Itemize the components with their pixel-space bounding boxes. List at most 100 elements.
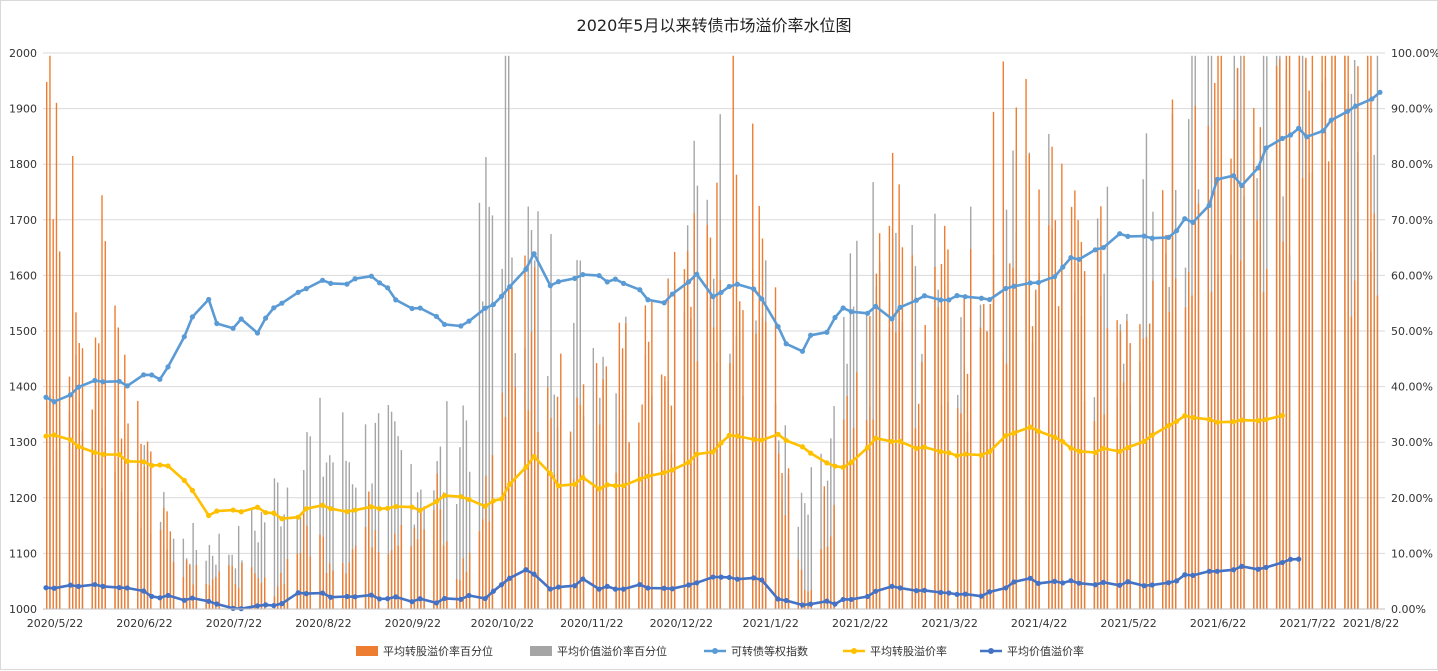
data-point <box>295 514 301 520</box>
bar <box>1301 177 1304 609</box>
data-point <box>116 378 122 384</box>
bar <box>52 219 54 609</box>
bar <box>1083 271 1086 609</box>
bar <box>1357 66 1359 609</box>
bar <box>140 443 142 609</box>
data-point <box>1125 444 1131 451</box>
bar <box>1275 66 1278 609</box>
data-point <box>51 432 57 438</box>
data-point <box>214 320 220 327</box>
bar <box>1243 55 1245 609</box>
bar <box>120 438 123 609</box>
data-point <box>165 364 171 370</box>
bar <box>1139 324 1141 609</box>
y-left-tick-label: 1000 <box>9 603 37 616</box>
bar <box>329 455 331 609</box>
x-tick-label: 2020/8/22 <box>295 617 351 630</box>
data-point <box>645 473 651 479</box>
bar <box>934 266 936 609</box>
bar <box>172 562 175 609</box>
data-point <box>1125 233 1131 239</box>
data-point <box>1239 563 1245 569</box>
data-point <box>694 451 700 457</box>
bar <box>250 509 253 609</box>
data-point <box>1092 247 1098 253</box>
bar <box>1168 311 1170 609</box>
x-tick-label: 2020/7/22 <box>206 617 262 630</box>
bar <box>78 343 80 609</box>
bar <box>91 409 93 609</box>
bar <box>1350 316 1353 609</box>
data-point <box>1011 579 1017 585</box>
data-point <box>393 297 399 303</box>
bar <box>394 421 396 609</box>
x-tick-label: 2020/11/22 <box>560 617 623 630</box>
bar <box>810 589 813 609</box>
data-point <box>189 487 196 493</box>
bar <box>940 263 943 609</box>
bar <box>911 255 913 609</box>
data-point <box>368 592 374 598</box>
data-point <box>393 594 399 600</box>
bar <box>319 397 321 609</box>
bar <box>706 224 708 609</box>
data-point <box>824 460 830 466</box>
data-point <box>1117 231 1123 237</box>
data-point <box>612 276 618 282</box>
data-point <box>1003 585 1009 591</box>
data-point <box>718 289 724 296</box>
data-point <box>271 510 277 516</box>
bar <box>774 287 777 609</box>
data-point <box>596 486 602 492</box>
bar <box>280 526 282 609</box>
bar <box>351 549 354 609</box>
bar <box>260 512 263 609</box>
data-point <box>1174 228 1180 234</box>
y-left-tick-label: 1900 <box>9 103 37 116</box>
bar <box>433 509 435 609</box>
bar <box>478 531 481 609</box>
bar <box>800 569 803 609</box>
x-tick-label: 2020/6/22 <box>116 617 172 630</box>
bar <box>856 372 858 609</box>
bar <box>436 473 438 609</box>
data-point <box>694 271 700 277</box>
data-point <box>1214 176 1220 182</box>
data-point <box>263 509 269 516</box>
data-point <box>645 297 651 303</box>
data-point <box>263 315 269 321</box>
data-point <box>751 286 757 292</box>
bar <box>146 441 149 609</box>
data-point <box>523 266 529 272</box>
bar <box>947 249 949 609</box>
data-point <box>116 584 122 591</box>
data-point <box>978 593 985 599</box>
bar <box>758 205 760 609</box>
bar <box>1175 278 1177 609</box>
bar <box>273 596 276 609</box>
data-point <box>775 596 781 602</box>
data-point <box>946 297 952 303</box>
bar <box>573 322 575 609</box>
data-point <box>921 293 928 299</box>
bar <box>797 559 799 609</box>
bar <box>195 564 198 609</box>
data-point <box>271 305 277 311</box>
data-point <box>555 584 562 590</box>
bar <box>283 583 285 609</box>
data-point <box>43 585 49 591</box>
data-point <box>124 383 130 389</box>
bar <box>485 157 487 610</box>
bar <box>325 462 328 609</box>
data-point <box>661 470 667 476</box>
bar <box>342 563 344 609</box>
data-point <box>921 587 928 593</box>
bar <box>59 251 61 609</box>
bar <box>260 582 263 609</box>
data-point <box>385 596 391 602</box>
bar <box>481 519 484 609</box>
y-left-tick-label: 1300 <box>9 436 37 449</box>
data-point <box>1206 416 1212 423</box>
bar <box>1207 125 1209 609</box>
